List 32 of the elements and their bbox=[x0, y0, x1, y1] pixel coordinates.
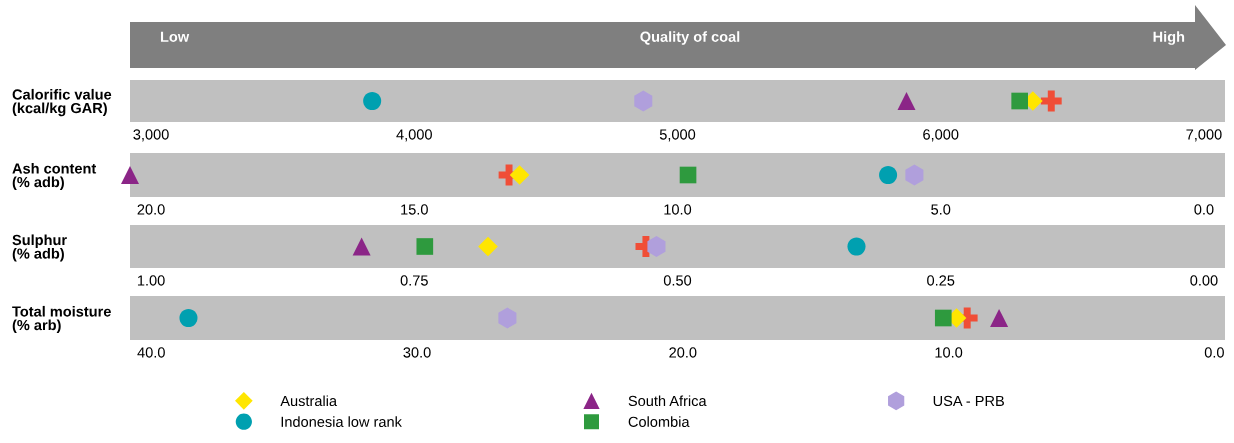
x-tick-label: 5.0 bbox=[931, 204, 951, 215]
x-tick-label: 7,000 bbox=[1186, 129, 1222, 142]
legend-label: Indonesia low rank bbox=[281, 416, 402, 427]
y-tick-label: Calorific value (kcal/kg GAR) bbox=[12, 88, 112, 117]
x-tick-label: 0.25 bbox=[927, 275, 955, 286]
text: Low bbox=[160, 31, 190, 42]
x-tick-label: 0.0 bbox=[1194, 204, 1214, 215]
x-tick-label: 40.0 bbox=[137, 347, 165, 358]
x-tick-label: 15.0 bbox=[401, 204, 428, 215]
legend-label: Australia bbox=[280, 395, 338, 407]
x-tick-label: 0.00 bbox=[1190, 275, 1218, 286]
y-tick-label: Sulphur (% adb) bbox=[12, 234, 67, 262]
x-tick-label: 10.0 bbox=[935, 347, 963, 358]
x-tick-label: 20.0 bbox=[137, 204, 165, 215]
legend-label: South Africa bbox=[628, 395, 707, 407]
x-tick-label: 10.0 bbox=[664, 204, 692, 215]
legend-label: USA - PRB bbox=[933, 395, 1004, 407]
y-tick-label: Total moisture (% arb) bbox=[12, 305, 111, 334]
x-tick-label: 6,000 bbox=[923, 129, 959, 142]
x-tick-label: 30.0 bbox=[403, 347, 431, 358]
y-tick-label: Ash content (% adb) bbox=[12, 162, 97, 191]
x-tick-label: 3,000 bbox=[133, 129, 169, 142]
text: High bbox=[1153, 31, 1185, 45]
x-tick-label: 5,000 bbox=[659, 129, 696, 142]
x-tick-label: 0.0 bbox=[1204, 347, 1224, 358]
x-tick-label: 0.75 bbox=[400, 275, 428, 286]
x-tick-label: 0.50 bbox=[663, 275, 692, 286]
x-tick-label: 1.00 bbox=[137, 275, 165, 286]
x-tick-label: 4,000 bbox=[396, 129, 432, 142]
text: Quality of coal bbox=[640, 31, 740, 45]
legend-label: Colombia bbox=[628, 416, 690, 427]
x-tick-label: 20.0 bbox=[669, 347, 697, 358]
